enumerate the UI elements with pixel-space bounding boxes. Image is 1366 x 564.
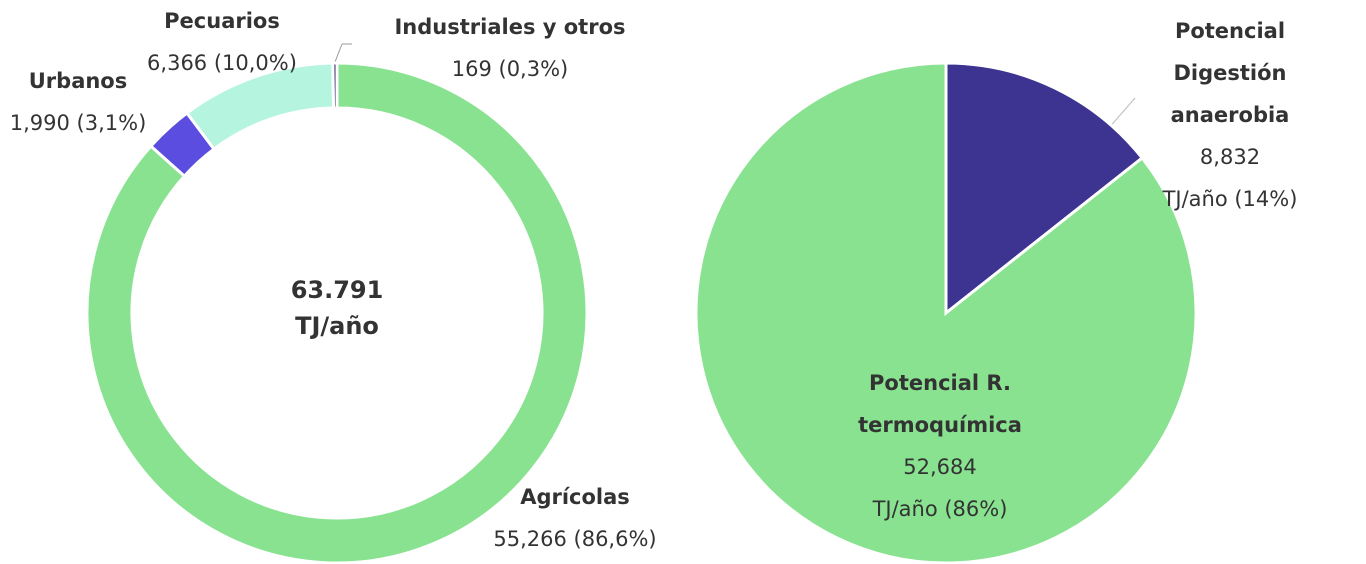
slice-label: Potencial R. termoquímica: [858, 371, 1022, 437]
value-label: 8,832 TJ/año (14%): [1162, 145, 1298, 211]
value-label: 52,684 TJ/año (86%): [872, 455, 1008, 521]
pie-slice: [694, 61, 1198, 564]
value-label: 169 (0,3%): [451, 57, 569, 81]
donut-segment: [85, 61, 589, 564]
slice-label: Urbanos: [28, 69, 128, 93]
donut-segment: [331, 61, 339, 110]
pie-slice: [944, 61, 1145, 317]
center-label: 63.791 TJ/año: [290, 276, 384, 340]
value-label: 55,266 (86,6%): [493, 527, 657, 551]
leader-line: [334, 43, 343, 63]
slice-label: Pecuarios: [164, 9, 280, 33]
slice-label: Industriales y otros: [394, 15, 626, 39]
slice-label: Potencial Digestión anaerobia: [1170, 19, 1290, 127]
slice-label: Agrícolas: [520, 485, 630, 509]
value-label: 1,990 (3,1%): [9, 111, 147, 135]
value-label: 6,366 (10,0%): [147, 51, 297, 75]
